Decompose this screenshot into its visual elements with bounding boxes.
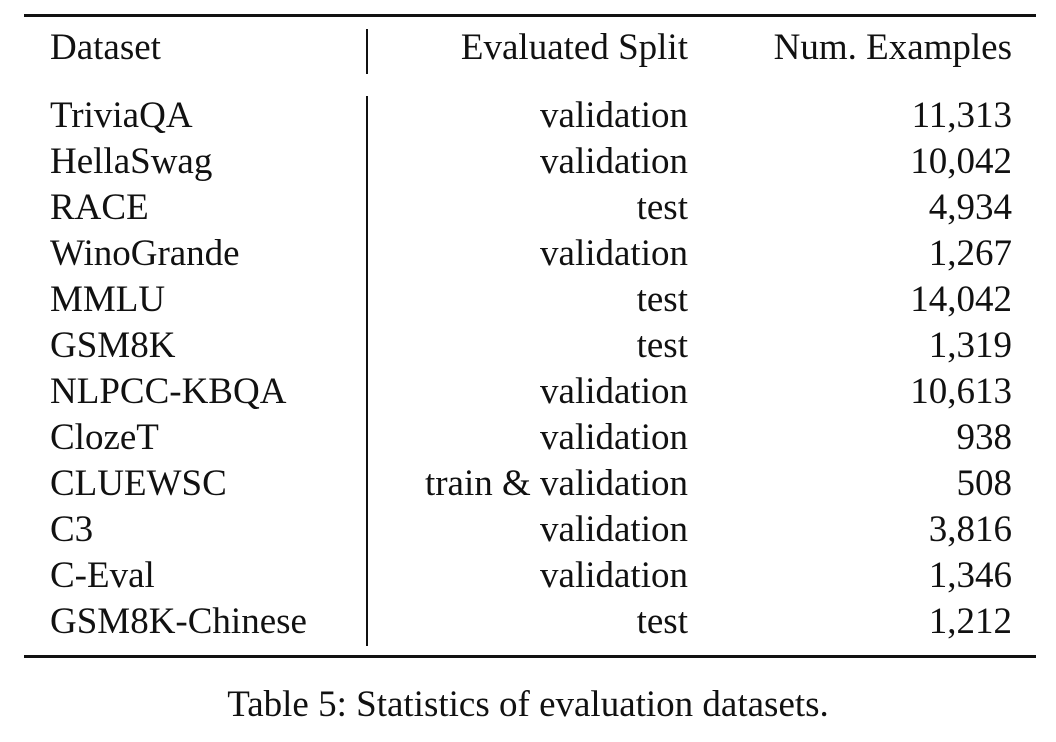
cell-dataset: GSM8K (50, 325, 176, 366)
cell-num-examples: 1,212 (928, 601, 1012, 642)
cell-evaluated-split: validation (540, 141, 688, 182)
cell-num-examples: 14,042 (910, 279, 1012, 320)
cell-evaluated-split: test (636, 325, 688, 366)
table-caption: Table 5: Statistics of evaluation datase… (227, 684, 829, 725)
cell-dataset: NLPCC-KBQA (50, 371, 287, 412)
cell-num-examples: 1,346 (928, 555, 1012, 596)
table-top-rule (24, 14, 1036, 17)
header-dataset: Dataset (50, 27, 161, 68)
cell-dataset: C-Eval (50, 555, 155, 596)
cell-num-examples: 11,313 (911, 95, 1012, 136)
cell-evaluated-split: test (636, 279, 688, 320)
body-column-divider (366, 96, 368, 646)
cell-dataset: HellaSwag (50, 141, 213, 182)
cell-evaluated-split: validation (540, 233, 688, 274)
cell-num-examples: 1,267 (928, 233, 1012, 274)
cell-evaluated-split: validation (540, 371, 688, 412)
cell-dataset: GSM8K-Chinese (50, 601, 307, 642)
cell-num-examples: 10,042 (910, 141, 1012, 182)
cell-evaluated-split: train & validation (424, 463, 688, 504)
cell-dataset: ClozeT (50, 417, 159, 458)
cell-dataset: MMLU (50, 279, 166, 320)
cell-num-examples: 1,319 (928, 325, 1012, 366)
cell-evaluated-split: validation (540, 509, 688, 550)
cell-num-examples: 10,613 (910, 371, 1012, 412)
cell-evaluated-split: validation (540, 417, 688, 458)
cell-evaluated-split: test (636, 601, 688, 642)
cell-dataset: TriviaQA (50, 95, 193, 136)
cell-dataset: CLUEWSC (50, 463, 227, 504)
cell-dataset: WinoGrande (50, 233, 240, 274)
cell-evaluated-split: validation (540, 555, 688, 596)
cell-num-examples: 3,816 (928, 509, 1012, 550)
header-column-divider (366, 29, 368, 74)
cell-num-examples: 4,934 (928, 187, 1012, 228)
cell-num-examples: 938 (956, 417, 1013, 458)
cell-num-examples: 508 (956, 463, 1013, 504)
cell-evaluated-split: validation (540, 95, 688, 136)
header-num-examples: Num. Examples (773, 27, 1012, 68)
cell-dataset: RACE (50, 187, 149, 228)
header-evaluated-split: Evaluated Split (460, 27, 688, 68)
cell-dataset: C3 (50, 509, 94, 550)
cell-evaluated-split: test (636, 187, 688, 228)
table-bottom-rule (24, 655, 1036, 658)
